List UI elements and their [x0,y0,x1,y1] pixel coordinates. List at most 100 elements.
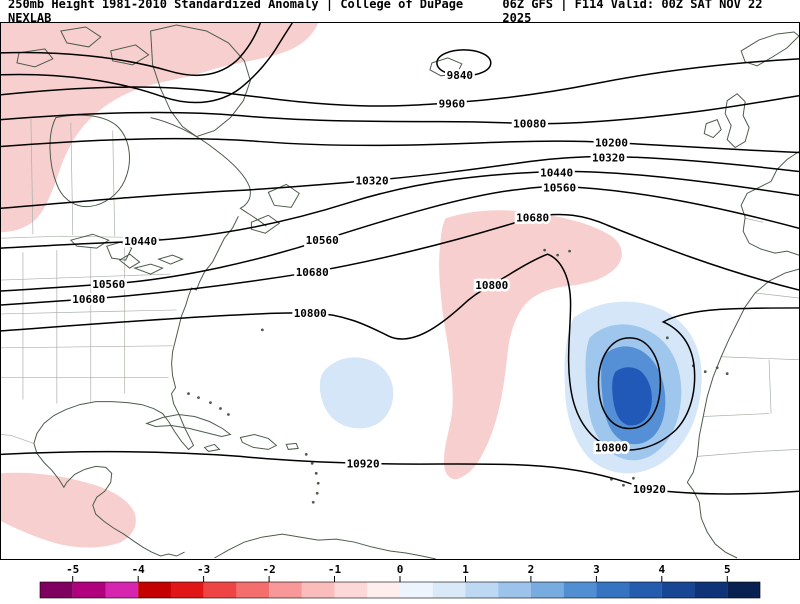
colorbar-segment [203,582,237,598]
coast-greenland [150,24,251,138]
colorbar-segment [400,582,433,598]
colorbar-segment [269,582,302,598]
colorbar-segment [40,582,73,598]
contour-label: 10560 [92,278,125,291]
contour-label: 10800 [595,441,628,454]
weather-map-svg: 9840 9960 10080 10200 10320 10320 10440 … [1,23,799,559]
contour-label: 10800 [294,307,327,320]
colorbar-ticks [72,576,728,582]
contour-label: 9840 [447,69,473,82]
positive-anomaly-shading-northwest [1,23,319,233]
colorbar-segments [39,581,761,599]
small-islands [187,248,729,504]
colorbar-tick-label: 1 [462,563,469,576]
colorbar-segment [170,582,204,598]
contour-label: 10560 [306,234,339,247]
coast-south-america [214,533,437,559]
great-lakes [69,233,184,275]
colorbar-segment [432,582,466,598]
contour-label: 10200 [595,137,628,150]
contour-label: 10440 [124,235,157,248]
colorbar-tick-label: -1 [328,563,342,576]
coast-iberia [740,151,799,256]
colorbar-segment [334,582,368,598]
colorbar-segment [694,582,728,598]
colorbar-tick-label: 5 [724,563,731,576]
contour-label: 10320 [592,151,625,164]
colorbar-segment [727,582,761,598]
contour-9960 [1,58,799,107]
contour-10680 [1,213,799,306]
colorbar-segment [661,582,695,598]
island-great-britain [724,93,750,149]
colorbar-segment [138,582,171,598]
positive-anomaly-shading-southwest [1,472,136,548]
product-title: 250mb Height 1981-2010 Standardized Anom… [8,0,464,25]
contour-10200 [1,137,799,154]
colorbar-tick-label: 4 [658,563,665,576]
height-contours [1,23,799,495]
colorbar-segment [563,582,597,598]
island-cuba [145,414,232,437]
colorbar-tick-labels: -5 -4 -3 -2 -1 0 1 2 3 4 5 [66,563,731,576]
model-run-info: 06Z GFS | F114 Valid: 00Z SAT NOV 22 202… [502,0,763,25]
colorbar-segment [236,582,270,598]
contour-10440 [1,170,799,249]
anomaly-shading [1,23,702,548]
contour-label: 10800 [475,279,508,292]
contour-10080 [1,94,799,125]
colorbar-segment [301,582,335,598]
contour-label: 9960 [439,98,465,111]
header-bar: 250mb Height 1981-2010 Standardized Anom… [0,0,800,25]
colorbar: -5 -4 -3 -2 -1 0 1 2 3 4 5 [0,560,800,600]
colorbar-segment [596,582,630,598]
colorbar-tick-label: 0 [397,563,404,576]
colorbar-segment [72,582,106,598]
coast-scandinavia [740,31,799,67]
negative-anomaly-shading-east-core [612,367,652,426]
contour-10920 [1,450,799,495]
contour-labels: 9840 9960 10080 10200 10320 10320 10440 … [70,66,669,498]
weather-map: 9840 9960 10080 10200 10320 10320 10440 … [0,22,800,560]
contour-low-inner [597,337,662,430]
island-jamaica [203,443,221,452]
colorbar-segment [498,582,531,598]
colorbar-segment [367,582,401,598]
island-newfoundland [267,183,300,208]
contour-label: 10440 [540,166,573,179]
coastlines [16,24,799,559]
negative-anomaly-shading-west-light [319,357,394,429]
contour-10320 [1,155,799,210]
contour-label: 10080 [513,118,546,131]
colorbar-svg: -5 -4 -3 -2 -1 0 1 2 3 4 5 [39,563,761,599]
contour-arctic-1 [1,23,262,77]
colorbar-segment [530,582,564,598]
colorbar-segment [465,582,499,598]
island-iceland [429,57,463,77]
coast-north-america [33,216,239,557]
coast-labrador [150,117,267,227]
colorbar-segment [629,582,662,598]
contour-label: 10680 [72,293,105,306]
contour-label: 10920 [347,457,380,470]
contour-10560 [1,185,799,292]
coast-west-africa [686,268,799,559]
island-hispaniola [239,433,278,450]
contour-label: 10920 [633,483,666,496]
island-ireland [703,119,722,139]
contour-10800 [1,253,799,451]
colorbar-outline [39,581,761,599]
positive-anomaly-shading-midatlantic [439,210,622,480]
colorbar-tick-label: -3 [197,563,210,576]
colorbar-tick-label: 3 [593,563,600,576]
contour-label: 10680 [296,266,329,279]
colorbar-tick-label: -4 [132,563,146,576]
contour-9840 [436,49,492,77]
colorbar-tick-label: 2 [528,563,535,576]
contour-label: 10560 [543,181,576,194]
colorbar-tick-label: -2 [262,563,275,576]
island-puerto-rico [285,442,299,450]
colorbar-tick-label: -5 [66,563,79,576]
colorbar-segment [105,582,139,598]
contour-arctic-2 [1,23,293,104]
